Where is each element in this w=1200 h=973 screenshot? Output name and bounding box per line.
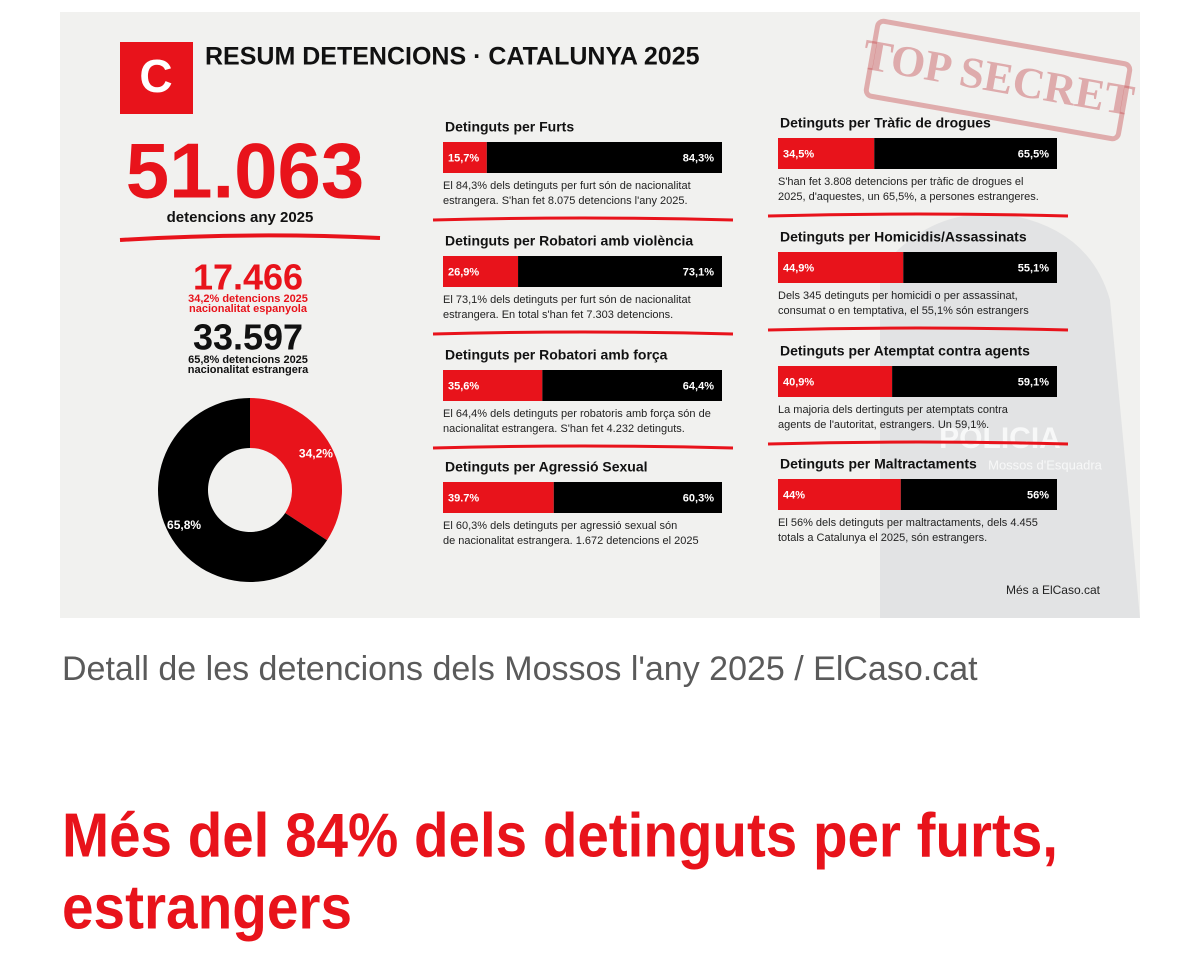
- stamp-border: [863, 18, 1133, 142]
- bar-segment: [486, 142, 722, 173]
- background-text: POLICIA: [939, 422, 1061, 455]
- bar-segment: [900, 479, 1057, 510]
- bar-segment: [443, 482, 554, 513]
- panel-description: El 60,3% dels detinguts per agressió sex…: [443, 520, 677, 532]
- foreign-line: 65,8% detencions 2025: [188, 354, 308, 366]
- bar-label: 59,1%: [1018, 376, 1049, 388]
- bar-segment: [518, 256, 722, 287]
- bar-label: 44,9%: [783, 262, 814, 274]
- bar-segment: [443, 370, 543, 401]
- caption: Detall de les detencions dels Mossos l'a…: [62, 650, 978, 688]
- spanish-line: 34,2% detencions 2025: [188, 293, 308, 305]
- donut-segment: [157, 398, 328, 582]
- panel-description: estrangera. S'han fet 8.075 detencions l…: [443, 195, 688, 207]
- panel-title: Detinguts per Atemptat contra agents: [780, 343, 1030, 359]
- panel-description: totals a Catalunya el 2025, són estrange…: [778, 532, 987, 544]
- bar-segment: [443, 256, 519, 287]
- bar-label: 34,5%: [783, 148, 814, 160]
- underline: [767, 440, 1069, 446]
- panel-description: estrangera. En total s'han fet 7.303 det…: [443, 309, 673, 321]
- bar-segment: [443, 142, 487, 173]
- panel-description: El 73,1% dels detinguts per furt són de …: [443, 294, 691, 306]
- bar-segment: [892, 366, 1057, 397]
- panel-title: Detinguts per Robatori amb força: [445, 347, 668, 363]
- bar-label: 39.7%: [448, 492, 479, 504]
- bar-label: 44%: [783, 489, 805, 501]
- police-silhouette: [880, 213, 1140, 618]
- bar-segment: [778, 366, 893, 397]
- logo: C: [139, 50, 172, 102]
- panel-title: Detinguts per Maltractaments: [780, 456, 977, 472]
- bar-label: 65,5%: [1018, 148, 1049, 160]
- donut-segment: [250, 398, 342, 541]
- panel-description: consumat o en temptativa, el 55,1% són e…: [778, 305, 1029, 317]
- panel-title: Detinguts per Homicidis/Assassinats: [780, 229, 1027, 245]
- underline: [767, 212, 1069, 218]
- infographic-title: RESUM DETENCIONS · CATALUNYA 2025: [205, 43, 700, 71]
- underline: [432, 216, 734, 222]
- bar-segment: [778, 479, 901, 510]
- panel-description: El 84,3% dels detinguts per furt són de …: [443, 180, 691, 192]
- panel-description: nacionalitat estrangera. S'han fet 4.232…: [443, 423, 685, 435]
- bar-label: 56%: [1027, 489, 1049, 501]
- bar-label: 55,1%: [1018, 262, 1049, 274]
- bar-segment: [903, 252, 1057, 283]
- panel-description: 2025, d'aquestes, un 65,5%, a persones e…: [778, 191, 1039, 203]
- panel-description: El 64,4% dels detinguts per robatoris am…: [443, 408, 711, 420]
- panel-description: Dels 345 detinguts per homicidi o per as…: [778, 290, 1018, 302]
- foreign-line: nacionalitat estrangera: [188, 364, 309, 376]
- donut-label: 65,8%: [167, 518, 201, 532]
- bar-label: 84,3%: [683, 152, 714, 164]
- underline: [432, 444, 734, 450]
- bar-label: 40,9%: [783, 376, 814, 388]
- underline: [119, 233, 381, 242]
- panel-title: Detinguts per Tràfic de drogues: [780, 115, 991, 131]
- spanish-line: nacionalitat espanyola: [189, 303, 308, 315]
- logo-box: [120, 42, 193, 114]
- spanish-value: 17.466: [193, 257, 303, 298]
- bar-label: 26,9%: [448, 266, 479, 278]
- total-label: detencions any 2025: [167, 209, 314, 226]
- bar-label: 15,7%: [448, 152, 479, 164]
- panel-title: Detinguts per Furts: [445, 119, 574, 135]
- bar-label: 64,4%: [683, 380, 714, 392]
- bar-segment: [553, 482, 722, 513]
- panel-description: El 56% dels detinguts per maltractaments…: [778, 517, 1038, 529]
- bar-segment: [874, 138, 1057, 169]
- total-value: 51.063: [126, 127, 365, 215]
- panel-title: Detinguts per Robatori amb violència: [445, 233, 693, 249]
- background-text: Mossos d'Esquadra: [988, 457, 1103, 472]
- panel-description: agents de l'autoritat, estrangers. Un 59…: [778, 419, 989, 431]
- bar-label: 73,1%: [683, 266, 714, 278]
- bar-segment: [778, 252, 904, 283]
- footer: Més a ElCaso.cat: [1006, 583, 1101, 597]
- bar-label: 60,3%: [683, 492, 714, 504]
- panel-description: S'han fet 3.808 detencions per tràfic de…: [778, 176, 1024, 188]
- underline: [767, 326, 1069, 332]
- donut-label: 34,2%: [299, 446, 333, 460]
- panel-title: Detinguts per Agressió Sexual: [445, 459, 648, 475]
- headline: Més del 84% dels detinguts per furts,: [62, 801, 1058, 870]
- bar-segment: [542, 370, 722, 401]
- panel-description: La majoria dels dertinguts per atemptats…: [778, 404, 1009, 416]
- bar-segment: [778, 138, 875, 169]
- panel-description: de nacionalitat estrangera. 1.672 detenc…: [443, 535, 699, 547]
- underline: [432, 330, 734, 336]
- headline: estrangers: [62, 873, 352, 942]
- bar-label: 35,6%: [448, 380, 479, 392]
- foreign-value: 33.597: [193, 317, 303, 358]
